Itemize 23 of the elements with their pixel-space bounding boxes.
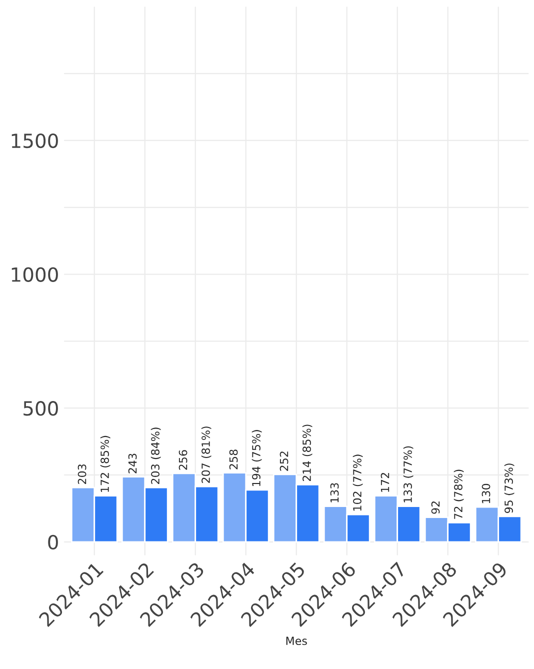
- data-label: 172 (85%): [100, 436, 110, 492]
- data-label: 256: [178, 450, 188, 470]
- data-label: 252: [280, 452, 288, 471]
- data-label: 133 (77%): [403, 446, 414, 502]
- data-label: 203 (84%): [150, 428, 161, 484]
- data-label: 133: [330, 483, 339, 502]
- data-label: 95 (73%): [504, 464, 514, 513]
- data-label: 214 (85%): [302, 424, 312, 482]
- data-label: 203: [78, 464, 86, 484]
- data-label: 243: [128, 454, 137, 474]
- y-tick-label: 500: [24, 401, 58, 416]
- data-label: 258: [229, 450, 238, 470]
- data-label: 130: [482, 484, 490, 504]
- data-label: 194 (75%): [252, 430, 262, 486]
- data-label: 172: [380, 472, 390, 492]
- data-label: 102 (77%): [352, 454, 363, 511]
- y-tick-label: 0: [48, 534, 58, 550]
- x-axis-title: Mes: [286, 636, 307, 646]
- y-tick-label: 1500: [12, 133, 58, 148]
- y-tick-label: 1000: [12, 267, 58, 282]
- data-label: 207 (81%): [201, 426, 212, 483]
- data-label: 72 (78%): [454, 470, 464, 519]
- data-label: 92: [431, 501, 440, 514]
